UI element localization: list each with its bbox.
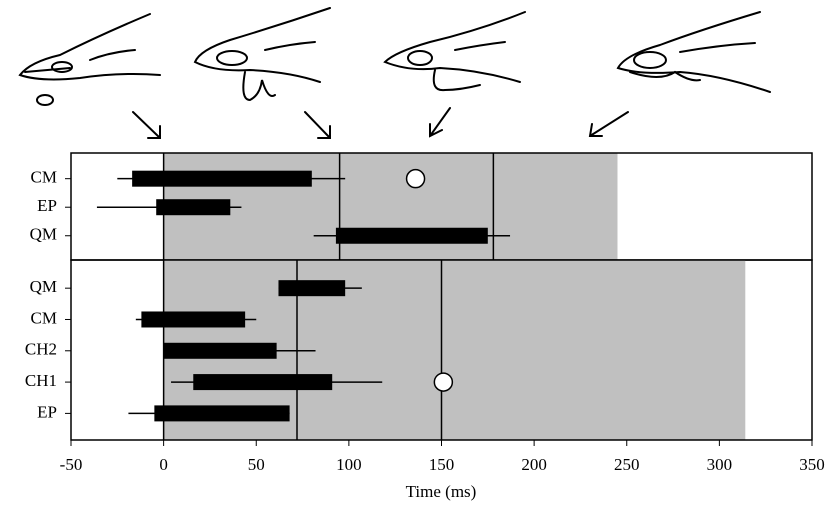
x-tick-label: 100	[336, 455, 362, 474]
category-label: CM	[31, 168, 57, 187]
x-tick-label: 350	[799, 455, 825, 474]
x-axis-label: Time (ms)	[406, 482, 477, 501]
bar	[141, 311, 246, 328]
x-tick-label: 150	[429, 455, 455, 474]
marker	[405, 168, 426, 189]
bar	[154, 405, 290, 422]
head-drawing-2	[193, 7, 331, 102]
marker	[433, 372, 454, 392]
arrows	[132, 107, 629, 139]
x-tick-label: -50	[60, 455, 83, 474]
head-drawing-1	[18, 13, 161, 106]
bar	[335, 227, 488, 244]
x-tick-label: 0	[159, 455, 168, 474]
bar	[163, 342, 277, 359]
bar	[156, 199, 231, 216]
head-drawing-3	[383, 11, 526, 92]
illustrations	[18, 7, 771, 139]
head-drawing-4	[616, 11, 771, 93]
x-tick-label: 200	[521, 455, 547, 474]
category-label: EP	[37, 196, 57, 215]
category-label: EP	[37, 402, 57, 421]
category-label: QM	[30, 225, 57, 244]
category-label: CH1	[25, 371, 57, 390]
category-label: CM	[31, 308, 57, 327]
x-tick-label: 300	[707, 455, 733, 474]
x-tick-label: 50	[248, 455, 265, 474]
bar	[278, 280, 346, 297]
x-tick-label: 250	[614, 455, 640, 474]
bar	[132, 170, 312, 187]
bar	[193, 374, 333, 391]
category-label: QM	[30, 277, 57, 296]
category-label: CH2	[25, 340, 57, 359]
